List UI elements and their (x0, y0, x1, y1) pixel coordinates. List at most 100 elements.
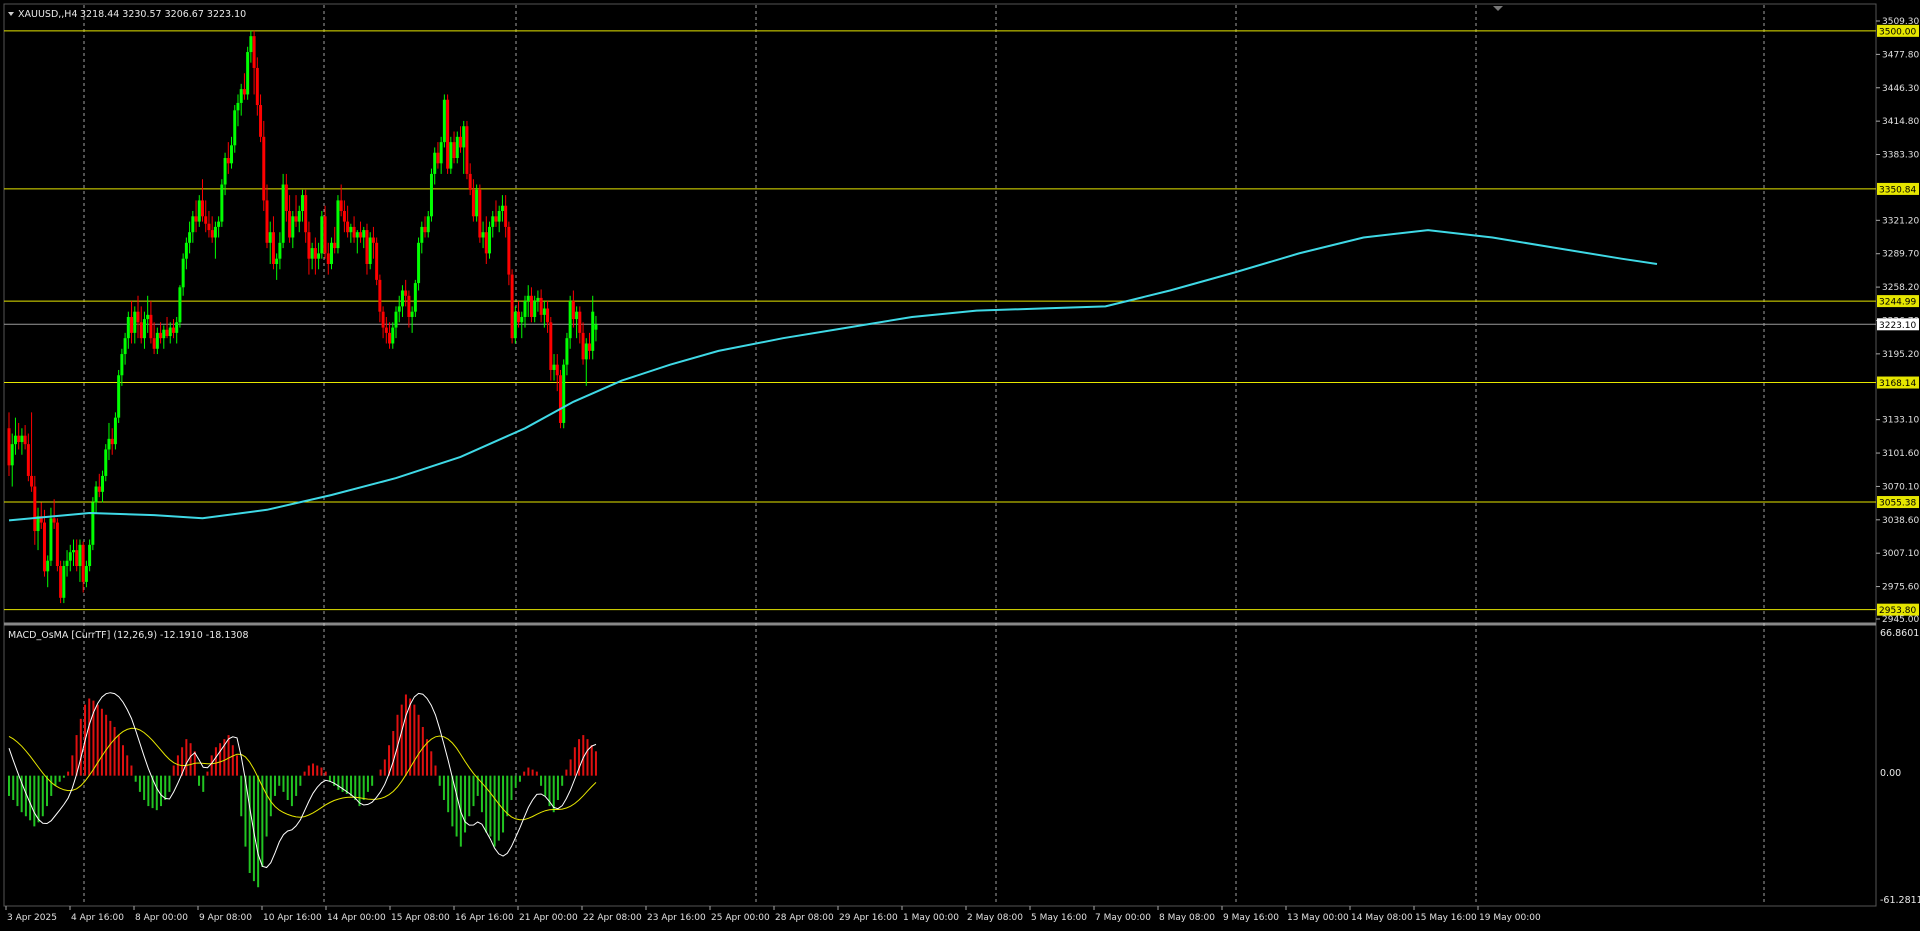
bull-candle (488, 221, 492, 259)
bear-candle (307, 221, 311, 275)
bull-candle (497, 205, 501, 233)
price-label: 3258.20 (1882, 283, 1919, 293)
bear-candle (365, 223, 369, 275)
bull-candle (78, 539, 82, 582)
bear-candle (333, 226, 337, 254)
bear-candle (539, 289, 543, 323)
bull-candle (565, 332, 569, 376)
bull-candle (320, 211, 324, 259)
bear-candle (204, 200, 208, 233)
bull-candle (523, 295, 527, 328)
macd-lines (8, 692, 597, 869)
time-label: 22 Apr 08:00 (583, 913, 642, 923)
time-scale[interactable]: 3 Apr 2025 4 Apr 16:00 8 Apr 00:00 9 Apr 08… (5, 906, 1541, 923)
bull-candle (197, 195, 201, 227)
candles (7, 30, 598, 604)
bear-candle (33, 475, 37, 545)
bull-candle (84, 560, 88, 588)
time-label: 19 May 00:00 (1479, 913, 1541, 923)
bull-candle (68, 544, 72, 572)
bull-candle (542, 301, 546, 328)
level-tag-label: 3055.38 (1879, 499, 1916, 509)
level-tag-label: 3168.14 (1879, 379, 1916, 389)
bull-candle (65, 550, 69, 577)
bull-candle (281, 173, 285, 249)
bear-candle (381, 306, 385, 339)
bear-candle (165, 316, 169, 339)
price-label: 3414.80 (1882, 117, 1919, 127)
bull-candle (133, 306, 137, 344)
bear-candle (139, 306, 143, 344)
bull-candle (94, 481, 98, 514)
bull-candle (36, 507, 40, 551)
time-label: 23 Apr 16:00 (647, 913, 706, 923)
bear-candle (504, 195, 508, 238)
bull-candle (13, 417, 17, 455)
bear-candle (207, 211, 211, 238)
bull-candle (230, 136, 234, 169)
time-label: 14 Apr 00:00 (327, 913, 386, 923)
bull-candle (113, 412, 117, 450)
bear-candle (352, 216, 356, 243)
price-label: 3383.30 (1882, 151, 1919, 161)
bull-candle (568, 295, 572, 349)
bull-candle (220, 179, 224, 227)
level-tag (1877, 182, 1919, 195)
bull-candle (426, 211, 430, 238)
bear-candle (313, 237, 317, 275)
bull-candle (184, 237, 188, 270)
time-label: 2 May 08:00 (967, 913, 1023, 923)
bull-candle (584, 338, 588, 386)
bear-candle (255, 57, 259, 116)
bear-candle (346, 205, 350, 238)
bear-candle (494, 200, 498, 227)
bull-candle (249, 30, 253, 63)
bear-candle (555, 354, 559, 392)
level-tag-label: 2953.80 (1879, 606, 1916, 616)
bear-candle (452, 131, 456, 164)
bear-candle (201, 179, 204, 222)
bull-candle (317, 242, 321, 270)
bear-candle (558, 369, 562, 429)
time-label: 15 May 16:00 (1415, 913, 1477, 923)
bear-candle (294, 195, 298, 227)
bull-candle (278, 232, 282, 270)
bear-candle (459, 126, 462, 153)
level-tag (1877, 24, 1919, 37)
bull-candle (413, 279, 417, 317)
time-label: 10 Apr 16:00 (263, 913, 322, 923)
price-label: 3477.80 (1882, 50, 1919, 60)
price-label: 3446.30 (1882, 84, 1919, 94)
price-scale[interactable]: 3500.00 3350.84 3244.99 3168.14 3055.38 2953.… (1876, 17, 1919, 625)
bear-candle (342, 200, 346, 233)
chart-shift-marker-icon[interactable] (1493, 6, 1503, 11)
bull-candle (191, 211, 195, 243)
bull-candle (391, 322, 395, 349)
time-label: 8 Apr 00:00 (135, 913, 188, 923)
bull-candle (268, 221, 272, 264)
bull-candle (520, 311, 524, 339)
bear-candle (359, 221, 363, 243)
price-label: 3321.20 (1882, 216, 1919, 226)
bear-candle (546, 301, 550, 333)
dropdown-triangle-icon[interactable] (8, 12, 14, 16)
bull-candle (533, 295, 537, 323)
bull-candle (233, 105, 237, 153)
time-label: 28 Apr 08:00 (775, 913, 834, 923)
bull-candle (575, 306, 579, 339)
bull-candle (162, 325, 166, 349)
level-tag (1877, 376, 1919, 389)
bear-candle (507, 221, 511, 286)
symbol-header[interactable]: XAUUSD,,H4 3218.44 3230.57 3206.67 3223.… (8, 9, 246, 20)
bear-candle (571, 290, 575, 328)
price-label: 3007.10 (1882, 549, 1919, 559)
current-price-tag (1877, 318, 1919, 331)
bull-candle (349, 223, 353, 243)
time-label: 8 May 08:00 (1159, 913, 1215, 923)
bear-candle (478, 184, 482, 243)
bear-candle (194, 200, 198, 233)
bear-candle (136, 295, 140, 339)
horizontal-levels[interactable] (4, 30, 1876, 611)
